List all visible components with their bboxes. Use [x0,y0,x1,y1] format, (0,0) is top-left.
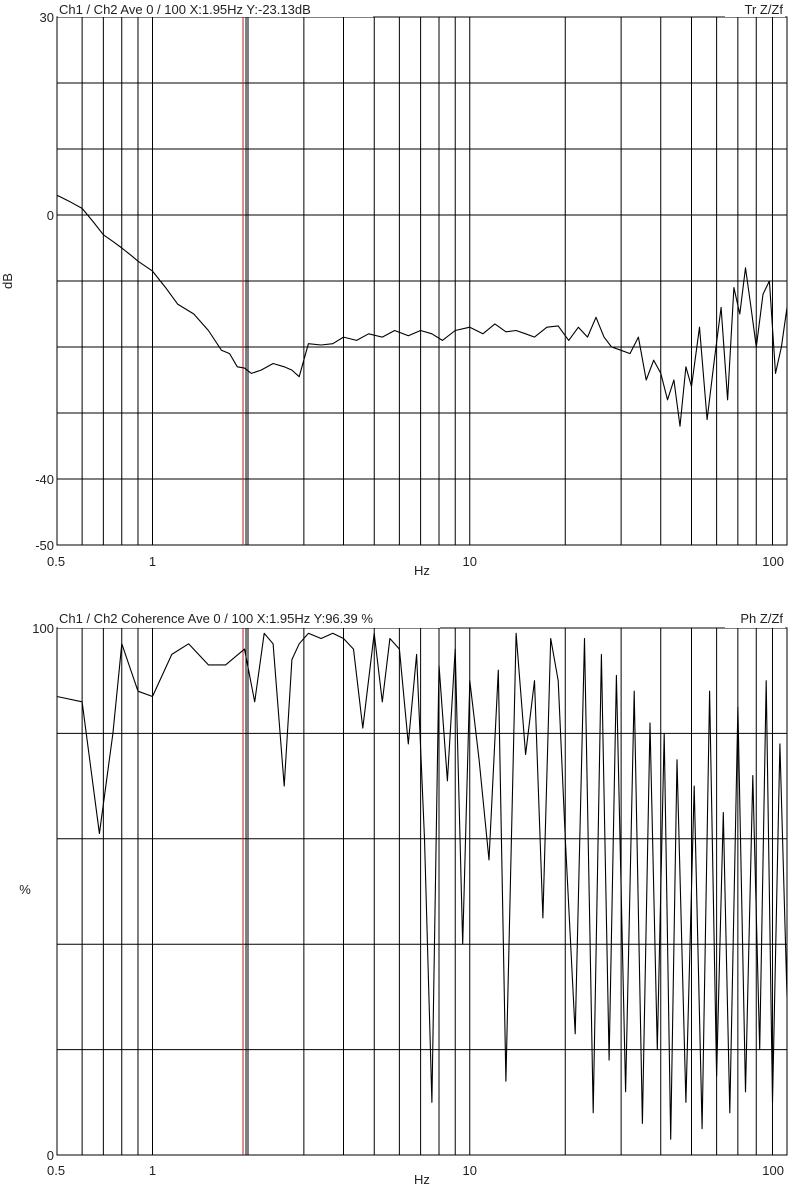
header-backdrop [58,1,373,17]
chart-mode-label: Tr Z/Zf [744,2,783,17]
y-tick-label: 30 [40,10,54,25]
x-tick-label: 10 [463,1163,477,1178]
x-axis-label: Hz [414,1172,430,1187]
y-axis-label: dB [0,273,15,289]
x-tick-label: 1 [149,1163,156,1178]
x-tick-label: 100 [762,1163,784,1178]
header-backdrop [58,612,440,628]
chart-header: Ch1 / Ch2 Ave 0 / 100 X:1.95Hz Y:-23.13d… [59,2,311,17]
horizontal-gridlines [57,732,787,1051]
chart-header: Ch1 / Ch2 Coherence Ave 0 / 100 X:1.95Hz… [59,611,373,626]
y-tick-label: 0 [47,1148,54,1163]
y-tick-label: -40 [35,472,54,487]
mode-backdrop [725,1,785,17]
mode-backdrop [725,612,785,628]
chart-mode-label: Ph Z/Zf [740,611,783,626]
y-tick-label: 0 [47,208,54,223]
chart-panel-transfer: Ch1 / Ch2 Ave 0 / 100 X:1.95Hz Y:-23.13d… [0,1,788,578]
x-tick-label: 0.5 [47,1163,65,1178]
x-tick-label: 0.5 [47,554,65,569]
x-tick-label: 10 [463,554,477,569]
x-tick-label: 100 [762,554,784,569]
data-trace [56,632,788,1140]
horizontal-gridlines [57,82,787,480]
data-trace [56,194,788,427]
y-tick-label: -50 [35,538,54,553]
y-axis-label: % [19,882,31,897]
x-tick-label: 1 [149,554,156,569]
y-tick-label: 100 [32,621,54,636]
x-axis-label: Hz [414,563,430,578]
chart-panel-coherence: Ch1 / Ch2 Coherence Ave 0 / 100 X:1.95Hz… [19,611,788,1187]
